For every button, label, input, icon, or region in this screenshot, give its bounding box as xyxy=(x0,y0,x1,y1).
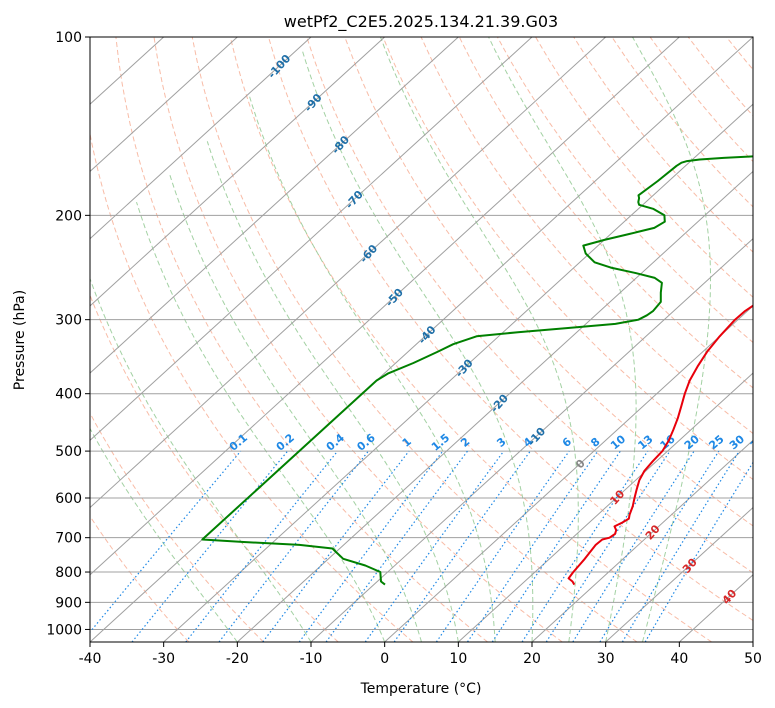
mixing-ratio-line xyxy=(262,450,410,642)
pressure-gridlines xyxy=(90,37,753,630)
dewpoint-profile xyxy=(201,155,753,586)
isotherm xyxy=(605,506,753,642)
y-axis-label: Pressure (hPa) xyxy=(12,290,28,390)
y-tick-label: 500 xyxy=(55,444,82,460)
mixing-ratio-line xyxy=(545,450,671,642)
chart-title: wetPf2_C2E5.2025.134.21.39.G03 xyxy=(284,12,558,32)
x-tick-label: -10 xyxy=(300,651,323,667)
axes: -40 -30 -20 -10 0 10 20 30 40 50 100 200 300 400 500 60… xyxy=(46,30,762,667)
moist-adiabat xyxy=(488,37,637,642)
dry-adiabat xyxy=(115,37,488,642)
mixing-ratio-line xyxy=(435,450,570,642)
temperature-profile xyxy=(567,304,753,586)
y-tick-label: 700 xyxy=(55,531,82,547)
y-tick-label: 900 xyxy=(55,595,82,611)
isotherm xyxy=(90,37,459,374)
mixing-ratio-line xyxy=(364,450,505,642)
x-tick-label: 40 xyxy=(670,651,688,667)
mixing-ratio-line xyxy=(185,450,339,642)
moist-adiabat xyxy=(632,37,711,642)
moist-adiabat xyxy=(90,277,312,642)
mixing-ratio-line xyxy=(393,450,531,642)
x-tick-label: 0 xyxy=(380,651,389,667)
y-tick-label: 400 xyxy=(55,387,82,403)
y-tick-label: 300 xyxy=(55,313,82,329)
isotherm xyxy=(752,641,753,642)
dry-adiabat xyxy=(496,37,753,344)
moist-adiabat xyxy=(301,49,534,642)
y-tick-label: 600 xyxy=(55,491,82,507)
plot-frame xyxy=(89,36,754,643)
mixing-ratio-line xyxy=(90,450,242,633)
isotherm xyxy=(90,37,607,509)
isotherm xyxy=(531,439,753,642)
isotherm xyxy=(90,37,238,173)
y-tick-label: 200 xyxy=(55,208,82,224)
isotherm xyxy=(90,37,680,576)
profile-series xyxy=(201,155,753,586)
y-tick-label: 100 xyxy=(55,30,82,46)
mixing-ratio-line xyxy=(466,450,599,642)
moist-adiabat xyxy=(168,173,422,642)
x-axis-label: Temperature (°C) xyxy=(360,681,482,697)
isotherm xyxy=(163,103,753,642)
dry-adiabat xyxy=(268,37,753,622)
moist-adiabat xyxy=(136,201,386,642)
dry-adiabat xyxy=(90,412,264,642)
mixing-ratio-line xyxy=(491,450,621,642)
isotherm xyxy=(90,37,312,240)
dry-adiabat xyxy=(420,37,753,435)
moist-adiabat xyxy=(248,94,496,642)
isotherm xyxy=(90,37,533,442)
isotherm xyxy=(457,372,753,642)
x-tick-label: -30 xyxy=(152,651,175,667)
mixing-ratio-line xyxy=(521,450,649,642)
x-tick-label: 50 xyxy=(744,651,762,667)
dry-adiabat xyxy=(382,37,753,481)
mixing-ratio-line xyxy=(325,450,468,642)
moist-adiabat xyxy=(380,37,579,642)
mixing-ratio-lines xyxy=(90,450,753,642)
mixing-ratio-line xyxy=(572,450,695,642)
dry-adiabat xyxy=(153,37,563,642)
mixing-ratio-label: 36 xyxy=(748,432,768,452)
isotherms xyxy=(90,37,753,642)
isotherm xyxy=(90,37,753,642)
y-tick-label: 1000 xyxy=(46,622,82,638)
isotherm xyxy=(236,170,753,642)
mixing-ratio-line xyxy=(621,450,740,642)
x-tick-label: 20 xyxy=(523,651,541,667)
x-tick-label: 10 xyxy=(449,651,467,667)
isotherm xyxy=(310,237,753,642)
dry-adiabat xyxy=(765,37,775,642)
dry-adiabat xyxy=(535,37,753,298)
isotherm xyxy=(90,37,386,307)
dry-adiabat xyxy=(191,37,638,642)
x-tick-label: 30 xyxy=(597,651,615,667)
x-tick-label: -40 xyxy=(79,651,102,667)
mixing-ratio-line xyxy=(131,450,289,642)
moist-adiabat xyxy=(90,427,238,642)
x-tick-label: -20 xyxy=(226,651,249,667)
y-tick-label: 800 xyxy=(55,565,82,581)
